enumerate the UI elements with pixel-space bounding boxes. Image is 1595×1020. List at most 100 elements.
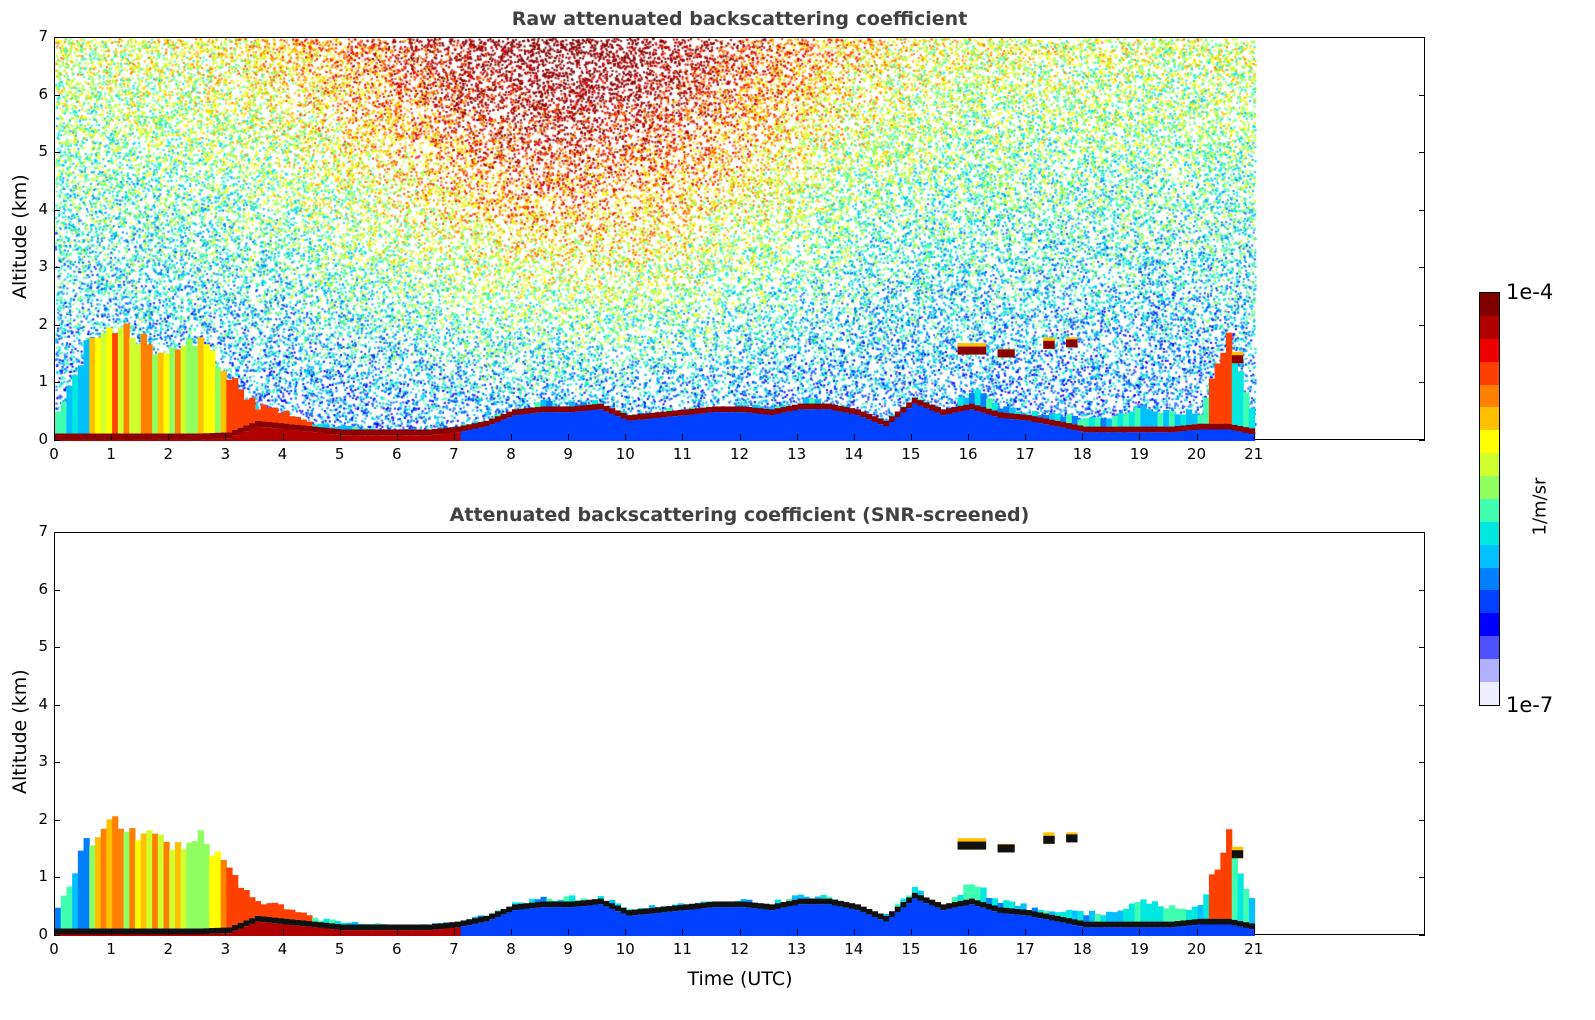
- strong-backscatter-layer: [666, 906, 673, 912]
- strong-backscatter-layer: [666, 411, 673, 417]
- near-surface-column: [923, 903, 930, 936]
- near-surface-column: [192, 934, 199, 936]
- aerosol-column: [734, 404, 741, 407]
- strong-backscatter-layer: [677, 904, 684, 911]
- strong-backscatter-layer: [951, 902, 959, 908]
- near-surface-column: [1106, 927, 1113, 936]
- near-surface-column: [809, 904, 816, 936]
- near-surface-column: [1208, 924, 1216, 936]
- aerosol-column: [1008, 407, 1016, 414]
- strong-backscatter-layer: [586, 899, 593, 906]
- strong-backscatter-layer: [260, 421, 267, 428]
- near-surface-column: [991, 416, 999, 441]
- near-surface-column: [803, 409, 810, 441]
- near-surface-column: [369, 930, 376, 936]
- aerosol-column: [340, 922, 347, 925]
- strong-backscatter-layer: [809, 403, 816, 410]
- strong-backscatter-layer: [374, 924, 382, 931]
- near-surface-column: [717, 412, 724, 441]
- aerosol-column: [963, 884, 970, 900]
- strong-backscatter-layer: [494, 416, 502, 423]
- colorbar-unit-label: 1/m/sr: [1529, 477, 1551, 536]
- aerosol-column: [1037, 415, 1044, 418]
- strong-backscatter-layer: [260, 916, 267, 923]
- aerosol-column: [1014, 411, 1021, 414]
- near-surface-column: [620, 913, 627, 936]
- near-surface-column: [906, 903, 913, 936]
- strong-backscatter-layer: [923, 897, 930, 904]
- aerosol-column: [180, 849, 187, 929]
- y-tick-label: 6: [38, 84, 48, 103]
- x-tick-label: 11: [672, 445, 692, 463]
- aerosol-column: [1186, 910, 1193, 920]
- near-surface-column: [854, 415, 861, 441]
- near-surface-column: [831, 905, 839, 936]
- near-surface-column: [591, 409, 599, 441]
- near-surface-column: [820, 904, 827, 936]
- colorbar-segment: [1480, 659, 1499, 682]
- aerosol-column: [186, 338, 193, 434]
- strong-backscatter-layer: [877, 418, 884, 425]
- strong-backscatter-layer: [1066, 918, 1073, 924]
- near-surface-column: [380, 435, 387, 441]
- near-surface-column: [1117, 927, 1124, 936]
- strong-backscatter-layer: [711, 901, 719, 908]
- strong-backscatter-layer: [734, 901, 741, 908]
- near-surface-column: [757, 413, 764, 441]
- strong-backscatter-layer: [163, 433, 170, 440]
- near-surface-column: [986, 414, 993, 441]
- strong-backscatter-layer: [711, 406, 719, 413]
- near-surface-column: [1174, 431, 1181, 441]
- x-tick-mark: [396, 434, 398, 440]
- near-surface-column: [403, 930, 410, 936]
- strong-backscatter-layer: [940, 904, 947, 911]
- near-surface-column: [163, 439, 170, 441]
- aerosol-column: [1111, 416, 1119, 427]
- near-surface-column: [660, 417, 667, 441]
- near-surface-column: [237, 433, 245, 441]
- strong-backscatter-layer: [551, 406, 559, 413]
- x-tick-mark: [225, 929, 227, 935]
- near-surface-column: [226, 438, 233, 441]
- strong-backscatter-layer: [1026, 910, 1033, 916]
- strong-backscatter-layer: [683, 904, 690, 911]
- aerosol-column: [1231, 857, 1238, 920]
- near-surface-column: [266, 427, 273, 441]
- strong-backscatter-layer: [997, 907, 1004, 913]
- strong-backscatter-layer: [963, 899, 970, 906]
- aerosol-column: [997, 408, 1004, 413]
- aerosol-column: [312, 917, 319, 922]
- strong-backscatter-layer: [1174, 426, 1181, 432]
- near-surface-column: [1157, 927, 1164, 936]
- near-surface-column: [1214, 924, 1221, 936]
- aerosol-column: [94, 837, 102, 929]
- near-surface-column: [334, 929, 342, 936]
- x-tick-mark: [453, 434, 455, 440]
- x-tick-mark: [339, 929, 341, 935]
- aerosol-column: [1117, 413, 1124, 427]
- aerosol-column: [974, 886, 981, 901]
- x-tick-label: 13: [787, 940, 807, 958]
- strong-backscatter-layer: [843, 902, 850, 908]
- y-tick-mark: [1419, 152, 1425, 154]
- aerosol-column: [83, 838, 90, 929]
- aerosol-column: [306, 421, 313, 427]
- near-surface-column: [1134, 432, 1141, 441]
- x-tick-mark: [625, 929, 627, 935]
- strong-backscatter-layer: [854, 409, 861, 416]
- near-surface-column: [112, 934, 119, 936]
- near-surface-column: [266, 922, 273, 936]
- strong-backscatter-layer: [466, 424, 473, 431]
- aerosol-column: [951, 896, 959, 903]
- strong-backscatter-layer: [1020, 414, 1027, 421]
- near-surface-column: [483, 921, 490, 936]
- near-surface-column: [557, 907, 564, 936]
- strong-backscatter-layer: [403, 924, 410, 931]
- near-surface-column: [860, 417, 867, 441]
- strong-backscatter-layer: [140, 433, 147, 440]
- aerosol-column: [540, 896, 547, 902]
- strong-backscatter-layer: [854, 904, 861, 911]
- aerosol-column: [523, 407, 530, 409]
- near-surface-column: [397, 435, 404, 441]
- near-surface-column: [294, 430, 302, 441]
